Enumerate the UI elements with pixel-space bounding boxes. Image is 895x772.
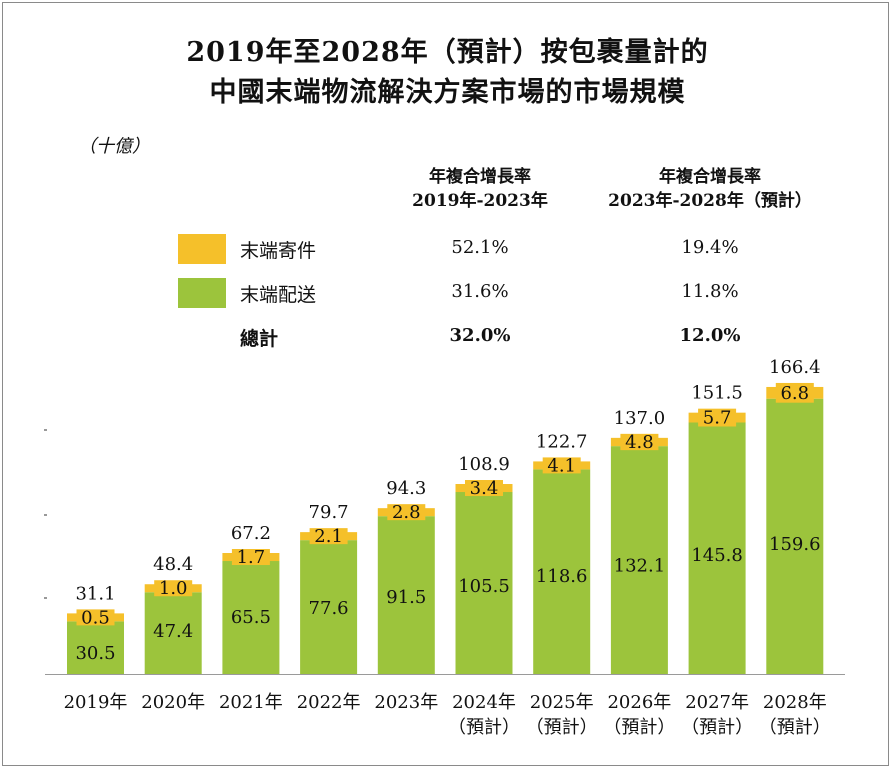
bar-delivery bbox=[688, 422, 746, 674]
bar-delivery bbox=[766, 398, 824, 674]
data-label-total: 79.7 bbox=[309, 502, 349, 523]
cagr-total-2019-2023: 32.0% bbox=[449, 325, 511, 346]
unit-label: （十億） bbox=[78, 136, 150, 157]
x-tick-label: 2021年 bbox=[219, 692, 283, 713]
bar-sending-label-box bbox=[387, 504, 426, 521]
x-tick-label: 2026年 bbox=[607, 692, 671, 713]
data-label-sending: 4.1 bbox=[547, 455, 576, 476]
legend-swatch-delivery bbox=[178, 278, 226, 308]
x-tick-label: （預計） bbox=[603, 717, 675, 738]
bar-delivery bbox=[610, 446, 668, 674]
bar-delivery bbox=[144, 592, 202, 674]
x-tick-label: 2027年 bbox=[685, 692, 749, 713]
x-tick-label: 2024年 bbox=[452, 692, 516, 713]
data-label-total: 48.4 bbox=[153, 554, 193, 575]
x-tick-label: 2022年 bbox=[297, 692, 361, 713]
data-label-total: 67.2 bbox=[231, 523, 271, 544]
chart-title-line1: 2019年至2028年（預計）按包裹量計的 bbox=[186, 37, 709, 68]
cagr-header-line2: 2019年-2023年 bbox=[412, 191, 548, 211]
x-tick-label: （預計） bbox=[681, 717, 753, 738]
data-label-delivery: 47.4 bbox=[153, 621, 193, 642]
data-label-total: 122.7 bbox=[536, 431, 588, 452]
legend-swatch-sending bbox=[178, 234, 226, 264]
data-label-sending: 4.8 bbox=[625, 432, 654, 453]
cagr-sending-2019-2023: 52.1% bbox=[451, 237, 509, 258]
data-label-delivery: 91.5 bbox=[386, 587, 426, 608]
bar-sending-label-box bbox=[309, 528, 348, 545]
cagr-total-2023-2028: 12.0% bbox=[679, 325, 741, 346]
bar-sending-label-box bbox=[76, 609, 115, 626]
chart-title-line2: 中國末端物流解決方案市場的市場規模 bbox=[209, 77, 686, 108]
x-tick-label: （預計） bbox=[526, 717, 598, 738]
data-label-delivery: 65.5 bbox=[231, 607, 271, 628]
cagr-delivery-2023-2028: 11.8% bbox=[681, 281, 739, 302]
x-tick-label: （預計） bbox=[448, 717, 520, 738]
x-tick-label: 2028年 bbox=[763, 692, 827, 713]
bar-sending-label-box bbox=[698, 408, 737, 427]
data-label-sending: 3.4 bbox=[470, 478, 499, 499]
bar-sending-label-box bbox=[231, 549, 270, 566]
data-label-delivery: 159.6 bbox=[769, 534, 821, 555]
bar-sending-label-box bbox=[465, 480, 503, 497]
cagr-header-line1: 年複合增長率 bbox=[659, 167, 761, 187]
bar-sending-label-box bbox=[542, 457, 581, 474]
data-label-delivery: 105.5 bbox=[458, 576, 510, 597]
cagr-delivery-2019-2023: 31.6% bbox=[451, 281, 509, 302]
bar-sending-label-box bbox=[154, 580, 193, 597]
data-label-sending: 1.7 bbox=[237, 547, 266, 568]
data-label-sending: 6.8 bbox=[780, 383, 809, 404]
data-label-total: 166.4 bbox=[769, 357, 821, 378]
x-tick-label: 2023年 bbox=[374, 692, 438, 713]
total-row-label: 總計 bbox=[240, 328, 279, 350]
data-label-sending: 2.1 bbox=[314, 526, 343, 547]
data-label-delivery: 77.6 bbox=[309, 598, 349, 619]
data-label-sending: 1.0 bbox=[159, 578, 188, 599]
x-tick-label: 2019年 bbox=[64, 692, 128, 713]
data-label-delivery: 30.5 bbox=[75, 643, 115, 664]
data-label-delivery: 145.8 bbox=[691, 545, 743, 566]
cagr-header-line2: 2023年-2028年（預計） bbox=[608, 191, 812, 211]
data-label-sending: 2.8 bbox=[392, 502, 421, 523]
data-label-sending: 0.5 bbox=[81, 607, 110, 628]
bar-delivery bbox=[533, 469, 591, 674]
legend-label-delivery: 末端配送 bbox=[240, 284, 317, 306]
cagr-sending-2023-2028: 19.4% bbox=[681, 237, 739, 258]
x-tick-label: 2025年 bbox=[530, 692, 594, 713]
x-tick-label: （預計） bbox=[759, 717, 831, 738]
data-label-total: 31.1 bbox=[75, 583, 115, 604]
legend-label-sending: 末端寄件 bbox=[240, 240, 317, 262]
bar-sending-label-box bbox=[620, 433, 659, 451]
cagr-header-2023-2028: 年複合增長率 2023年-2028年（預計） bbox=[585, 165, 835, 213]
bar-delivery bbox=[222, 561, 280, 674]
cagr-header-line1: 年複合增長率 bbox=[429, 167, 531, 187]
data-label-delivery: 132.1 bbox=[614, 555, 666, 576]
bar-delivery bbox=[377, 516, 435, 674]
data-label-delivery: 118.6 bbox=[536, 566, 588, 587]
x-tick-label: 2020年 bbox=[141, 692, 205, 713]
data-label-sending: 5.7 bbox=[703, 408, 732, 429]
bar-delivery bbox=[300, 540, 358, 674]
cagr-header-2019-2023: 年複合增長率 2019年-2023年 bbox=[380, 165, 580, 213]
data-label-total: 94.3 bbox=[386, 478, 426, 499]
bar-sending-label-box bbox=[775, 382, 814, 403]
data-label-total: 137.0 bbox=[614, 408, 666, 429]
bar-delivery bbox=[455, 492, 513, 674]
data-label-total: 108.9 bbox=[458, 454, 510, 475]
data-label-total: 151.5 bbox=[691, 383, 743, 404]
bar-delivery bbox=[67, 621, 124, 674]
